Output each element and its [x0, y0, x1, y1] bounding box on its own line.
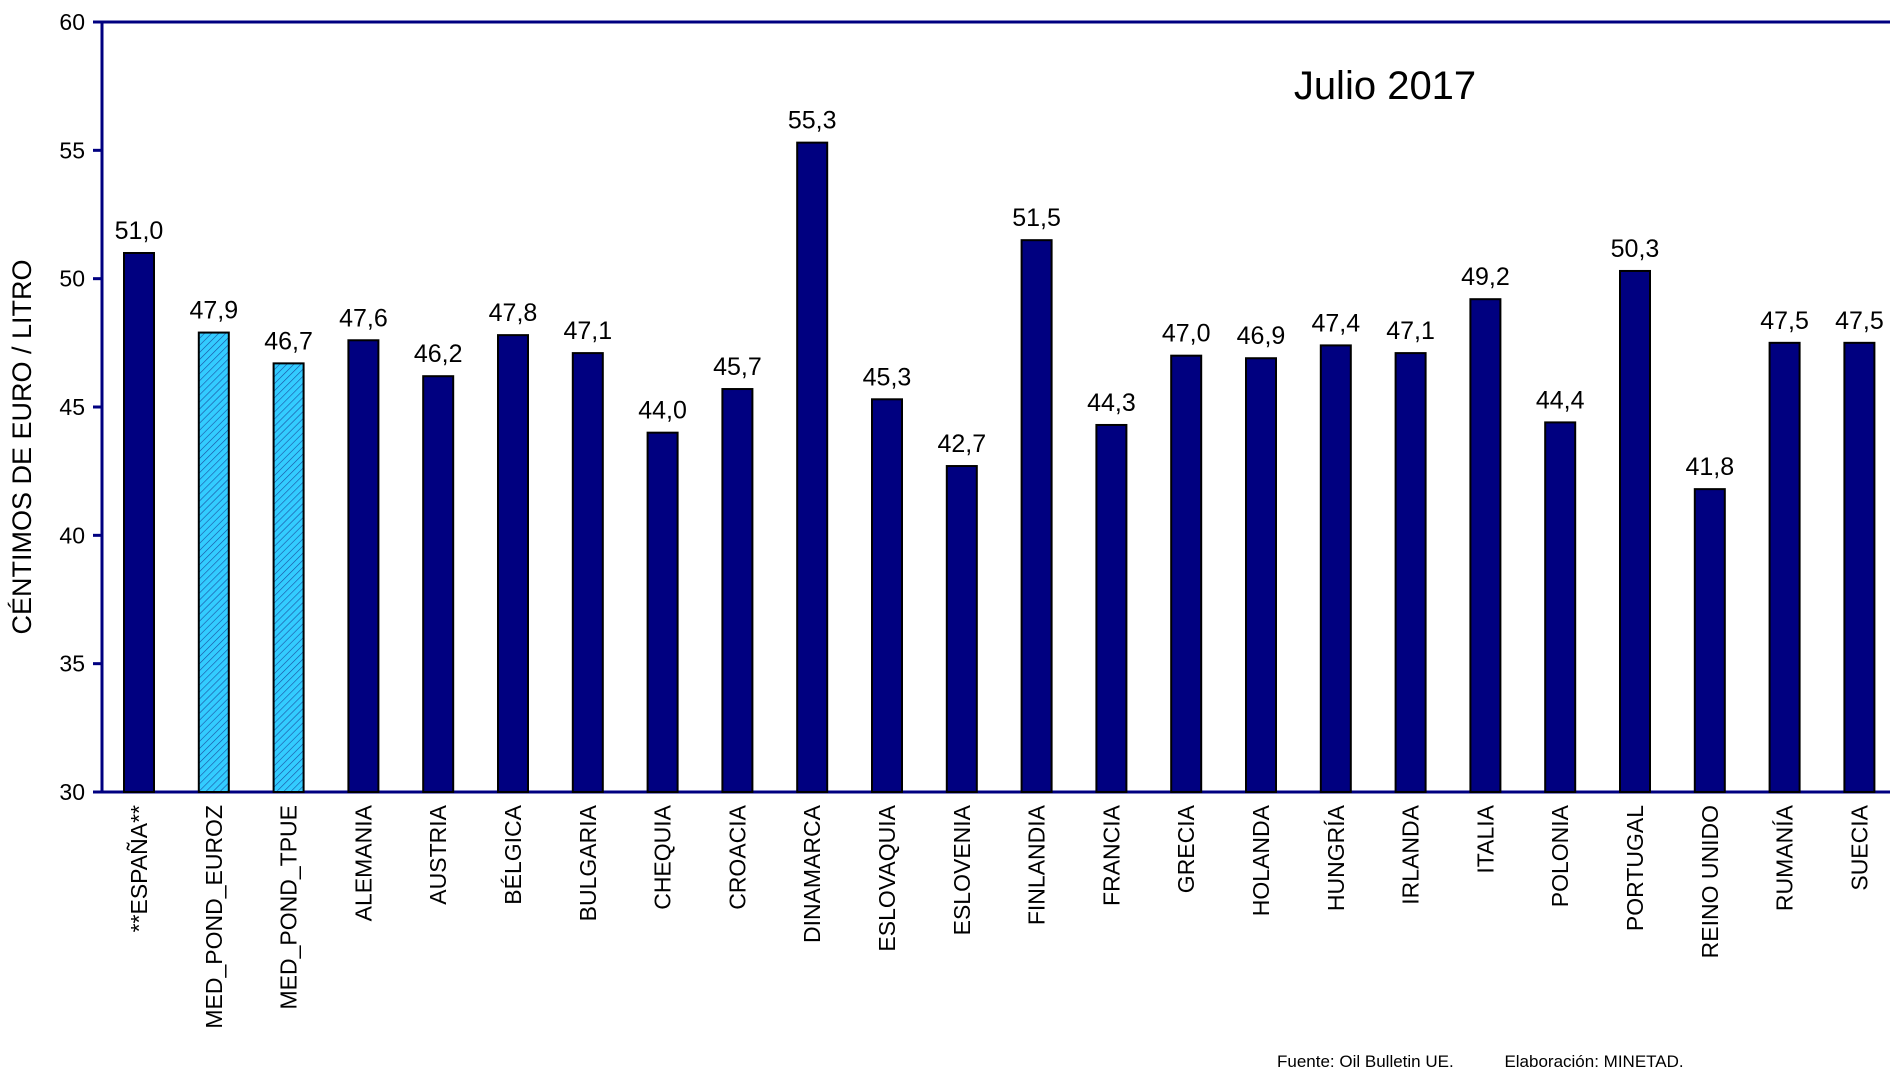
x-tick-label: ITALIA [1472, 804, 1498, 873]
x-tick-label: MED_POND_EUROZ [201, 805, 227, 1029]
x-tick-labels-group: **ESPAÑA** MED_POND_EUROZ MED_POND_TPUE ALE… [126, 804, 1872, 1028]
bar [197, 331, 230, 793]
x-tick-label: REINO UNIDO [1697, 805, 1723, 958]
x-tick-label: MED_POND_TPUE [276, 805, 302, 1009]
bars-group [123, 141, 1876, 793]
x-tick-label: ALEMANIA [350, 804, 376, 921]
bar-value-label: 47,1 [563, 317, 612, 345]
bar-value-label: 47,4 [1311, 309, 1360, 337]
y-axis: 30 35 40 45 50 55 60 [59, 9, 1890, 805]
bar [1693, 488, 1726, 793]
bar [1768, 341, 1801, 793]
bar-value-label: 47,0 [1162, 320, 1211, 348]
bar [646, 431, 679, 793]
bar [721, 388, 754, 793]
x-tick-label: HUNGRÍA [1323, 804, 1349, 911]
x-tick-label: POLONIA [1547, 804, 1573, 907]
bar-value-label: 46,2 [414, 340, 463, 368]
x-tick-label: IRLANDA [1398, 804, 1424, 904]
bar-value-label: 45,3 [863, 363, 912, 391]
x-tick-label: BULGARIA [575, 804, 601, 921]
x-tick-label: GRECIA [1173, 804, 1199, 893]
value-labels-group: 51,0 47,9 46,7 47,6 46,2 47,8 47,1 44,0 45,7 55,3… [115, 107, 1884, 482]
bar [497, 334, 529, 793]
bar [1469, 298, 1502, 793]
bar [571, 352, 604, 793]
y-tick-label: 45 [59, 394, 85, 420]
y-tick-label: 30 [59, 779, 85, 805]
bar [871, 398, 903, 793]
bar [1020, 239, 1053, 793]
x-tick-label: FRANCIA [1098, 804, 1124, 906]
bar [1095, 423, 1128, 793]
bar [1394, 352, 1427, 793]
bar-value-label: 55,3 [788, 107, 837, 135]
bar [1245, 357, 1277, 793]
x-tick-label: PORTUGAL [1622, 805, 1648, 931]
bar [1843, 341, 1876, 793]
x-tick-label: BÉLGICA [500, 804, 526, 904]
x-tick-label: ESLOVAQUIA [874, 804, 900, 951]
y-tick-label: 60 [59, 9, 85, 35]
bar-value-label: 47,9 [189, 297, 238, 325]
bar-value-label: 49,2 [1461, 263, 1510, 291]
bar [422, 375, 455, 793]
x-tick-label: AUSTRIA [425, 804, 451, 904]
y-tick-label: 55 [59, 137, 85, 163]
bar-value-label: 47,6 [339, 304, 388, 332]
bar-value-label: 45,7 [713, 353, 762, 381]
x-tick-label: CHEQUIA [650, 804, 676, 909]
bar-value-label: 51,5 [1012, 204, 1061, 232]
x-tick-label: HOLANDA [1248, 804, 1274, 916]
bar-value-label: 51,0 [115, 217, 164, 245]
bar-value-label: 44,4 [1536, 386, 1585, 414]
y-tick-label: 50 [59, 266, 85, 292]
x-tick-label: ESLOVENIA [949, 804, 975, 935]
x-tick-label: SUECIA [1846, 804, 1872, 890]
bar [945, 465, 978, 793]
chart-title: Julio 2017 [1294, 64, 1476, 108]
source-text: Fuente: Oil Bulletin UE. [1277, 1052, 1454, 1071]
bar-value-label: 50,3 [1611, 235, 1660, 263]
bar-value-label: 46,7 [264, 327, 313, 355]
bar-value-label: 46,9 [1237, 322, 1286, 350]
x-tick-label: DINAMARCA [799, 804, 825, 943]
bar-value-label: 42,7 [937, 430, 986, 458]
x-tick-label: RUMANÍA [1772, 804, 1798, 911]
bar [1170, 354, 1203, 793]
x-tick-label: CROACIA [724, 804, 750, 909]
credit-text: Elaboración: MINETAD. [1504, 1052, 1684, 1071]
bar-value-label: 47,8 [489, 299, 538, 327]
x-tick-label: FINLANDIA [1024, 804, 1050, 925]
bar-value-label: 44,3 [1087, 389, 1136, 417]
bar-value-label: 41,8 [1685, 453, 1734, 481]
bar [272, 362, 305, 793]
bar [1619, 269, 1651, 793]
y-tick-label: 35 [59, 651, 85, 677]
bar-value-label: 47,1 [1386, 317, 1435, 345]
y-axis-label: CÉNTIMOS DE EURO / LITRO [7, 259, 37, 634]
bar-value-label: 44,0 [638, 397, 687, 425]
bar-value-label: 47,5 [1835, 307, 1884, 335]
x-tick-label: **ESPAÑA** [126, 805, 152, 932]
bar [123, 252, 155, 793]
y-tick-label: 40 [59, 522, 85, 548]
bar [1319, 344, 1352, 793]
bar [1544, 421, 1577, 793]
source-note: Fuente: Oil Bulletin UE. Elaboración: MI… [1277, 1052, 1730, 1072]
bar-value-label: 47,5 [1760, 307, 1809, 335]
bar [347, 339, 380, 793]
bar [796, 141, 829, 793]
